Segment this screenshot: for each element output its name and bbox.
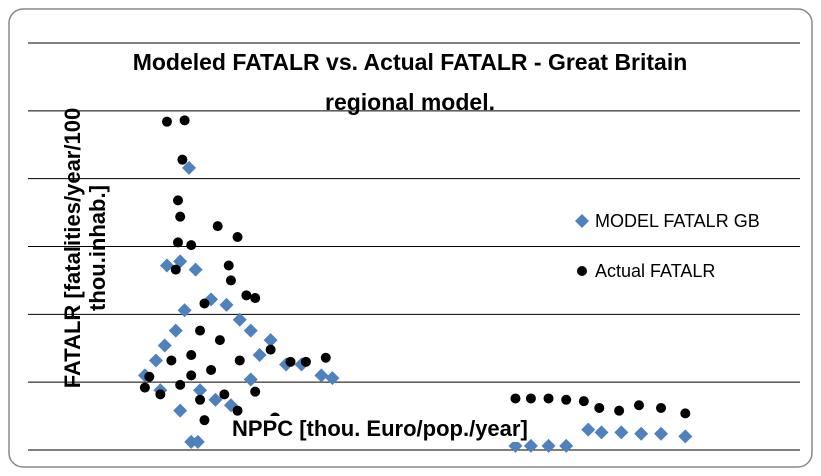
diamond-marker (177, 303, 192, 318)
legend-label: MODEL FATALR GB (595, 211, 760, 231)
circle-marker (170, 264, 181, 275)
diamond-marker (325, 371, 340, 386)
diamond-marker (188, 262, 203, 277)
circle-marker (172, 237, 183, 248)
circle-marker (175, 211, 186, 222)
circle-marker (175, 379, 186, 390)
diamond-marker (157, 338, 172, 353)
diamond-marker (654, 426, 669, 441)
diamond-marker (523, 438, 538, 453)
circle-marker (206, 364, 217, 375)
circle-marker (510, 393, 521, 404)
diamond-marker (559, 438, 574, 453)
circle-marker (614, 405, 625, 416)
chart-border (8, 8, 813, 468)
diamond-marker (190, 434, 205, 449)
circle-marker (214, 335, 225, 346)
circle-marker (561, 394, 572, 405)
x-axis-label: NPPC [thou. Euro/pop./year] (232, 416, 528, 442)
chart-title: Modeled FATALR vs. Actual FATALR - Great… (132, 49, 688, 115)
diamond-marker (159, 258, 174, 273)
circle-marker (225, 275, 236, 286)
diamond-marker (208, 392, 223, 407)
diamond-marker (314, 368, 329, 383)
circle-marker (219, 389, 230, 400)
diamond-marker (252, 348, 267, 363)
circle-marker (594, 402, 605, 413)
circle-marker (179, 115, 190, 126)
circle-marker (199, 298, 210, 309)
diamond-marker (148, 353, 163, 368)
circle-marker (241, 290, 252, 301)
diamond-marker (263, 333, 278, 348)
diamond-marker (678, 429, 693, 444)
circle-marker (320, 352, 331, 363)
diamond-marker (634, 426, 649, 441)
diamond-marker (168, 323, 183, 338)
y-axis-label: FATALR [fatalities/year/100 thou.inhab.] (60, 107, 110, 389)
circle-marker (155, 389, 166, 400)
circle-marker (232, 405, 243, 416)
diamond-marker (508, 438, 523, 453)
circle-marker (172, 195, 183, 206)
series (139, 115, 691, 426)
diamond-marker (193, 383, 208, 398)
circle-marker (177, 154, 188, 165)
diamond-marker (594, 425, 609, 440)
circle-marker (250, 386, 261, 397)
circle-marker (223, 260, 234, 271)
circle-marker (161, 116, 172, 127)
circle-marker (212, 221, 223, 232)
diamond-marker (541, 438, 556, 453)
circle-marker (285, 356, 296, 367)
circle-marker (543, 393, 554, 404)
circle-marker (199, 415, 210, 426)
circle-marker (186, 370, 197, 381)
circle-marker (195, 394, 206, 405)
legend-marker (577, 266, 587, 276)
circle-marker (166, 355, 177, 366)
circle-marker (300, 356, 311, 367)
circle-marker (265, 344, 276, 355)
circle-marker (139, 382, 150, 393)
diamond-marker (614, 425, 629, 440)
circle-marker (144, 371, 155, 382)
circle-marker (250, 293, 261, 304)
diamond-marker (243, 372, 258, 387)
diamond-marker (173, 403, 188, 418)
circle-marker (656, 402, 667, 413)
circle-marker (578, 396, 589, 407)
circle-marker (232, 232, 243, 243)
series (137, 160, 693, 453)
circle-marker (525, 393, 536, 404)
circle-marker (186, 240, 197, 251)
diamond-marker (243, 323, 258, 338)
legend-label: Actual FATALR (595, 261, 715, 281)
diamond-marker (182, 160, 197, 175)
diamond-marker (232, 312, 247, 327)
diamond-marker (581, 422, 596, 437)
legend-marker (575, 214, 589, 228)
circle-marker (195, 325, 206, 336)
circle-marker (633, 400, 644, 411)
diamond-marker (219, 297, 234, 312)
grid (28, 42, 800, 451)
circle-marker (234, 355, 245, 366)
circle-marker (680, 408, 691, 419)
circle-marker (186, 350, 197, 361)
